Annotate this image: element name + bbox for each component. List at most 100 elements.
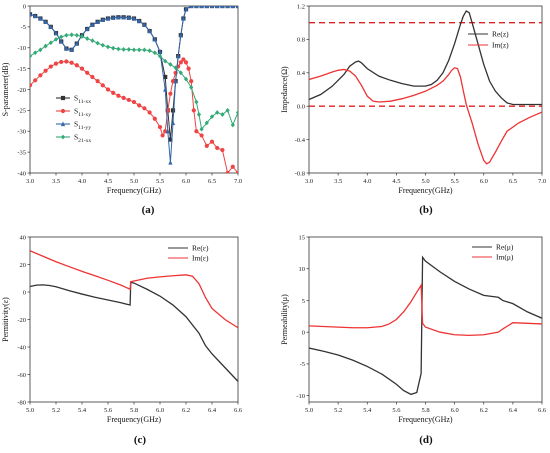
series-im-	[309, 283, 542, 337]
data-point	[178, 70, 183, 76]
x-tick-label: 3.5	[334, 178, 342, 185]
data-point	[157, 124, 163, 130]
data-point	[121, 95, 126, 100]
y-axis-label: S-parameter(dB)	[1, 62, 10, 116]
data-point	[53, 30, 59, 36]
series-line	[30, 281, 238, 382]
data-point	[33, 50, 38, 56]
legend-label: Im(z)	[492, 41, 509, 50]
data-point	[230, 122, 235, 128]
y-axis-label: Impedance(Ω)	[280, 66, 289, 113]
legend-label: S21-xx	[74, 133, 91, 144]
data-point	[163, 86, 168, 92]
y-tick-label: 0	[23, 3, 26, 10]
x-axis-label: Frequency(GHz)	[107, 415, 162, 424]
legend-label-sub: 11-yy	[78, 125, 91, 131]
series-re-z-	[309, 10, 542, 106]
data-point	[126, 15, 131, 20]
x-tick-label: 6.0	[156, 407, 164, 414]
data-point	[90, 74, 95, 80]
series-s11-xy	[30, 57, 238, 173]
data-point	[69, 60, 74, 65]
data-point	[168, 137, 173, 142]
data-point	[85, 70, 90, 75]
data-point	[131, 99, 137, 105]
data-point	[235, 6, 238, 9]
legend-label: S11-xx	[74, 94, 91, 105]
y-tick-label: -60	[17, 372, 26, 379]
data-point	[64, 59, 69, 64]
legend-label: Im(μ)	[496, 253, 514, 262]
data-point	[173, 78, 178, 84]
data-point	[189, 85, 194, 90]
x-tick-label: 5.5	[451, 178, 459, 185]
data-point	[170, 108, 176, 113]
data-point	[95, 79, 100, 84]
series-line	[30, 58, 238, 173]
data-point	[225, 6, 230, 9]
data-point	[48, 40, 53, 46]
legend-label: Im(ε)	[192, 254, 209, 263]
data-point	[209, 139, 215, 144]
data-point	[79, 34, 85, 39]
data-point	[33, 78, 38, 83]
data-point	[157, 53, 163, 59]
y-tick-label: -5	[300, 361, 305, 368]
series-re-	[30, 281, 238, 382]
data-point	[116, 46, 121, 52]
data-point	[38, 47, 43, 53]
data-point	[74, 63, 79, 68]
panel-label: (c)	[134, 434, 147, 446]
x-tick-label: 3.5	[52, 178, 60, 185]
data-point	[178, 32, 183, 38]
legend-label-main: S	[74, 133, 78, 142]
x-tick-label: 4.5	[104, 178, 112, 185]
data-point	[183, 60, 189, 65]
data-point	[137, 103, 142, 108]
data-point	[43, 19, 48, 24]
data-point	[95, 19, 100, 24]
data-point	[100, 42, 105, 48]
series-line	[309, 283, 542, 337]
y-tick-label: -10	[296, 393, 305, 400]
x-tick-label: 6.4	[509, 407, 518, 414]
data-point	[215, 110, 220, 115]
legend: Re(ε)Im(ε)	[168, 244, 209, 263]
data-point	[69, 32, 74, 38]
data-point	[38, 15, 43, 21]
data-point	[142, 106, 147, 111]
data-point	[142, 22, 147, 27]
data-point	[183, 76, 189, 82]
y-tick-label: -40	[17, 170, 26, 177]
x-tick-label: 6.2	[182, 407, 190, 414]
data-point	[199, 133, 204, 138]
data-point	[53, 61, 59, 66]
y-tick-label: 40	[20, 234, 27, 241]
data-point	[53, 37, 59, 42]
x-tick-label: 6.6	[234, 407, 243, 414]
data-point	[215, 145, 220, 151]
data-point	[152, 50, 157, 56]
data-point	[220, 6, 225, 9]
data-point	[85, 26, 90, 32]
data-point	[147, 28, 152, 34]
y-tick-label: -30	[17, 129, 26, 136]
data-point	[79, 66, 85, 71]
data-point	[163, 58, 168, 64]
data-point	[152, 116, 157, 121]
y-tick-label: 0	[23, 289, 26, 296]
data-point	[116, 14, 121, 20]
data-point	[90, 38, 95, 44]
data-point	[170, 120, 176, 125]
data-point	[194, 129, 199, 134]
data-point	[30, 53, 33, 59]
data-point	[194, 6, 199, 9]
x-tick-label: 6.6	[538, 407, 547, 414]
data-point	[100, 83, 105, 88]
data-point	[43, 43, 48, 49]
x-tick-label: 5.5	[156, 178, 164, 185]
data-point	[204, 143, 209, 148]
y-tick-label: -15	[17, 66, 26, 73]
x-tick-label: 6.0	[182, 178, 190, 185]
